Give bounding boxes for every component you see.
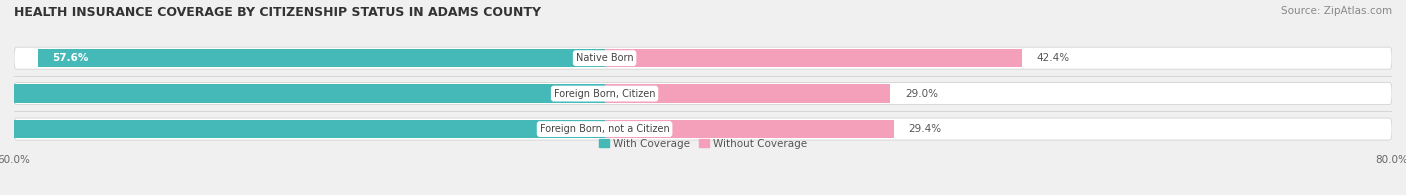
Text: Source: ZipAtlas.com: Source: ZipAtlas.com [1281,6,1392,16]
Bar [605,49,1022,67]
Text: 29.4%: 29.4% [908,124,942,134]
Text: Foreign Born, not a Citizen: Foreign Born, not a Citizen [540,124,669,134]
Bar [0,120,605,138]
Text: 29.0%: 29.0% [905,89,938,99]
Bar [0,84,605,103]
FancyBboxPatch shape [14,47,1392,69]
Text: 42.4%: 42.4% [1036,53,1070,63]
Bar [605,120,894,138]
Text: Native Born: Native Born [576,53,633,63]
FancyBboxPatch shape [14,118,1392,140]
Bar [38,49,605,67]
Legend: With Coverage, Without Coverage: With Coverage, Without Coverage [595,134,811,153]
Text: HEALTH INSURANCE COVERAGE BY CITIZENSHIP STATUS IN ADAMS COUNTY: HEALTH INSURANCE COVERAGE BY CITIZENSHIP… [14,6,541,19]
Bar [605,84,890,103]
Text: 57.6%: 57.6% [52,53,89,63]
FancyBboxPatch shape [14,83,1392,105]
Text: Foreign Born, Citizen: Foreign Born, Citizen [554,89,655,99]
